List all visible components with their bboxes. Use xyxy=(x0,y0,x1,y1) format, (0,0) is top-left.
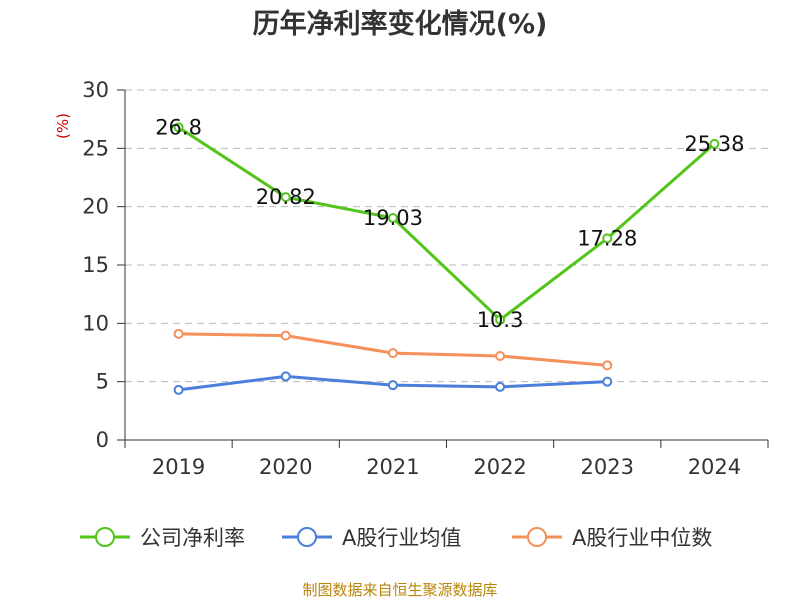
y-tick-label: 15 xyxy=(82,253,109,277)
legend-marker xyxy=(95,527,115,547)
series-line-0 xyxy=(177,126,716,322)
data-label: 19.03 xyxy=(363,206,423,230)
data-point xyxy=(387,380,398,391)
y-axis-unit: (%) xyxy=(54,113,72,139)
data-label: 10.3 xyxy=(477,308,524,332)
data-point xyxy=(387,348,398,359)
data-point xyxy=(602,376,613,387)
data-point xyxy=(602,233,613,244)
y-tick-label: 5 xyxy=(96,370,109,394)
data-point xyxy=(280,330,291,341)
legend-label: A股行业均值 xyxy=(342,526,461,550)
data-point xyxy=(387,212,398,223)
legend: 公司净利率 A股行业均值 A股行业中位数 xyxy=(80,526,712,550)
axes: 0 5 10 15 20 25 30 2019 2020 2021 2022 2023 2024 xyxy=(82,78,769,479)
y-tick-label: 0 xyxy=(96,428,109,452)
legend-label: A股行业中位数 xyxy=(572,526,712,550)
y-tick-label: 20 xyxy=(82,195,109,219)
data-label: 26.8 xyxy=(155,115,202,139)
y-tick-label: 25 xyxy=(82,136,109,160)
chart-title: 历年净利率变化情况(%) xyxy=(253,8,548,40)
data-labels: 26.8 20.82 19.03 10.3 17.28 25.38 xyxy=(155,115,744,332)
data-point xyxy=(709,138,720,149)
data-point xyxy=(495,381,506,392)
data-point xyxy=(495,351,506,361)
data-point xyxy=(173,384,184,395)
x-tick-label: 2022 xyxy=(473,455,526,479)
x-tick-label: 2019 xyxy=(152,455,205,479)
legend-label: 公司净利率 xyxy=(140,526,245,550)
data-point xyxy=(280,192,291,203)
y-tick-label: 10 xyxy=(82,311,109,335)
data-point xyxy=(602,360,613,371)
x-tick-label: 2021 xyxy=(366,455,419,479)
legend-marker xyxy=(527,527,547,547)
x-tick-label: 2024 xyxy=(688,455,741,479)
grid-lines xyxy=(125,89,768,383)
series-lines xyxy=(173,122,720,395)
y-tick-label: 30 xyxy=(82,78,109,102)
data-label: 25.38 xyxy=(684,132,744,156)
data-point xyxy=(173,328,184,339)
footer-source: 制图数据来自恒生聚源数据库 xyxy=(302,581,497,599)
data-point xyxy=(495,314,506,325)
data-label: 17.28 xyxy=(577,226,637,250)
legend-marker xyxy=(297,527,317,547)
data-point xyxy=(280,371,291,382)
x-tick-label: 2023 xyxy=(581,455,634,479)
x-tick-label: 2020 xyxy=(259,455,312,479)
data-label: 20.82 xyxy=(256,185,316,209)
data-point xyxy=(173,122,184,133)
